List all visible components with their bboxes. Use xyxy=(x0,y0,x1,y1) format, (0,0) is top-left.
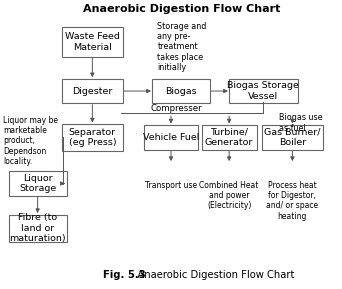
Text: Gas Burner/
Boiler: Gas Burner/ Boiler xyxy=(264,127,321,147)
FancyBboxPatch shape xyxy=(262,125,323,149)
Text: Storage and
any pre-
treatment
takes place
initially: Storage and any pre- treatment takes pla… xyxy=(157,22,207,72)
Text: Turbine/
Generator: Turbine/ Generator xyxy=(205,127,253,147)
Text: Waste Feed
Material: Waste Feed Material xyxy=(65,32,120,52)
Text: Anaerobic Digestion Flow Chart: Anaerobic Digestion Flow Chart xyxy=(128,270,294,280)
Text: Separator
(eg Press): Separator (eg Press) xyxy=(68,127,116,147)
Text: Fibre (to
land or
maturation): Fibre (to land or maturation) xyxy=(9,213,66,243)
Text: Process heat
for Digestor,
and/ or space
heating: Process heat for Digestor, and/ or space… xyxy=(266,181,318,221)
FancyBboxPatch shape xyxy=(152,79,210,103)
Text: Vehicle Fuel: Vehicle Fuel xyxy=(143,133,199,142)
Text: Liquor may be
marketable
product,
Dependson
locality.: Liquor may be marketable product, Depend… xyxy=(3,116,58,166)
FancyBboxPatch shape xyxy=(62,124,123,151)
Text: Digester: Digester xyxy=(72,86,113,96)
Text: Liquor
Storage: Liquor Storage xyxy=(19,174,56,193)
Text: Compresser: Compresser xyxy=(150,104,202,113)
Text: Biogas Storage
Vessel: Biogas Storage Vessel xyxy=(227,81,299,101)
FancyBboxPatch shape xyxy=(62,27,123,57)
Text: Transport use: Transport use xyxy=(145,181,197,190)
FancyBboxPatch shape xyxy=(229,79,298,103)
Text: Anaerobic Digestion Flow Chart: Anaerobic Digestion Flow Chart xyxy=(82,4,280,14)
Text: Biogas: Biogas xyxy=(166,86,197,96)
FancyBboxPatch shape xyxy=(62,79,123,103)
FancyBboxPatch shape xyxy=(144,125,198,149)
Text: Fig. 5.3: Fig. 5.3 xyxy=(103,270,145,280)
FancyBboxPatch shape xyxy=(9,171,67,196)
Text: Combined Heat
and power
(Electricity): Combined Heat and power (Electricity) xyxy=(199,181,259,210)
Text: Biogas use
as fuel: Biogas use as fuel xyxy=(279,113,323,133)
FancyBboxPatch shape xyxy=(202,125,256,149)
FancyBboxPatch shape xyxy=(9,214,67,242)
